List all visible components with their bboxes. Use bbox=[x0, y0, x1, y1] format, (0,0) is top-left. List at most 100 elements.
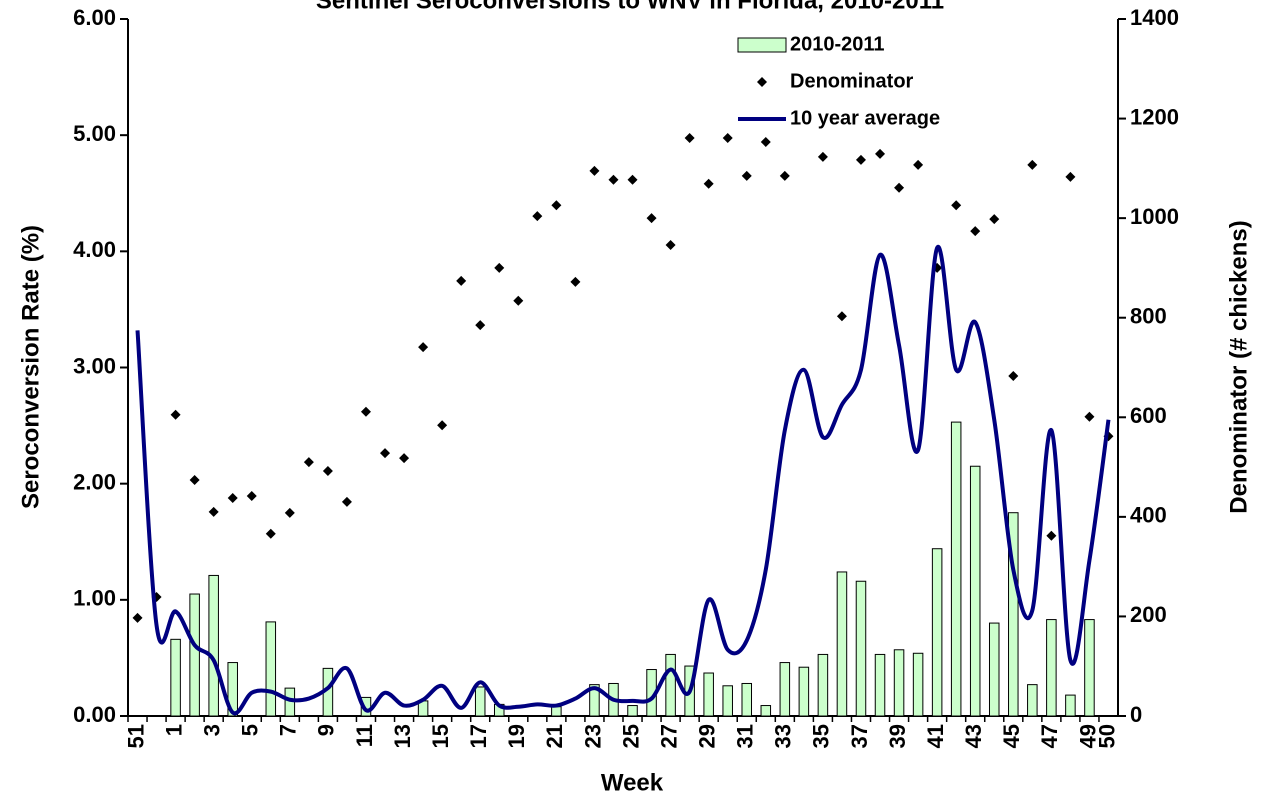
scatter-point bbox=[894, 182, 905, 193]
scatter-point bbox=[189, 475, 200, 486]
bar bbox=[760, 705, 772, 717]
scatter-point bbox=[703, 178, 714, 189]
x-tick-label: 51 bbox=[123, 724, 148, 748]
bar bbox=[665, 653, 676, 717]
scatter-point bbox=[360, 406, 371, 417]
scatter-point bbox=[341, 496, 352, 507]
y-tick-label: 4.00 bbox=[73, 237, 116, 262]
scatter-point bbox=[380, 448, 391, 459]
x-tick-label: 29 bbox=[694, 724, 719, 748]
bar bbox=[703, 672, 714, 717]
bar bbox=[627, 705, 638, 717]
bar bbox=[1027, 684, 1038, 717]
legend-label: Denominator bbox=[790, 70, 914, 92]
scatter-point bbox=[303, 457, 314, 468]
bar bbox=[722, 685, 733, 717]
scatter-point bbox=[456, 275, 467, 286]
y-tick-label: 1.00 bbox=[73, 586, 116, 611]
x-tick-label: 50 bbox=[1094, 724, 1119, 748]
scatter-point bbox=[665, 240, 676, 251]
scatter-point bbox=[170, 409, 181, 420]
scatter-point bbox=[989, 214, 1000, 225]
legend-label: 10 year average bbox=[790, 107, 940, 129]
scatter-point bbox=[532, 211, 543, 222]
y2-tick-label: 400 bbox=[1130, 503, 1167, 528]
scatter-point bbox=[913, 159, 924, 170]
y-tick-label: 5.00 bbox=[73, 121, 116, 146]
x-tick-label: 49 bbox=[1075, 724, 1100, 748]
x-tick-label: 31 bbox=[733, 724, 758, 748]
x-tick-label: 37 bbox=[847, 724, 872, 748]
y-tick-label: 3.00 bbox=[73, 353, 116, 378]
bar bbox=[589, 684, 600, 717]
x-tick-label: 25 bbox=[618, 724, 643, 748]
y2-tick-label: 200 bbox=[1130, 602, 1167, 627]
scatter-point bbox=[817, 151, 828, 162]
scatter-point bbox=[1027, 159, 1038, 170]
scatter-point bbox=[227, 492, 238, 503]
x-tick-label: 11 bbox=[352, 724, 377, 747]
scatter-point bbox=[855, 154, 866, 165]
scatter-point bbox=[1046, 530, 1057, 541]
x-axis-title: Week bbox=[601, 769, 664, 796]
x-tick-label: 1 bbox=[161, 724, 186, 736]
bar bbox=[1084, 619, 1095, 717]
legend-swatch bbox=[737, 37, 787, 53]
legend-label: 2010-2011 bbox=[790, 33, 885, 55]
scatter-point bbox=[284, 507, 295, 518]
bar bbox=[931, 548, 943, 717]
y2-tick-label: 600 bbox=[1130, 403, 1167, 428]
bar bbox=[893, 649, 905, 717]
scatter-point bbox=[418, 342, 429, 353]
scatter-point bbox=[246, 490, 257, 501]
scatter-point bbox=[570, 276, 581, 287]
x-tick-label: 3 bbox=[199, 724, 224, 736]
y2-axis-title: Denominator (# chickens) bbox=[1225, 220, 1252, 513]
bar bbox=[817, 653, 829, 717]
scatter-point bbox=[589, 165, 600, 176]
legend-swatch bbox=[757, 77, 767, 87]
x-tick-label: 23 bbox=[580, 724, 605, 748]
bar bbox=[170, 638, 181, 717]
x-tick-label: 35 bbox=[809, 724, 834, 748]
bar bbox=[1065, 694, 1076, 717]
scatter-point bbox=[608, 174, 619, 185]
scatter-point bbox=[475, 320, 486, 331]
bar bbox=[855, 580, 867, 717]
x-tick-label: 41 bbox=[923, 724, 948, 748]
scatter-point bbox=[513, 295, 524, 306]
bar bbox=[741, 682, 753, 717]
bar bbox=[208, 574, 219, 717]
chart-title: Sentinel Seroconversions to WNV in Flori… bbox=[316, 0, 944, 14]
scatter-point bbox=[1065, 171, 1076, 182]
x-tick-label: 7 bbox=[276, 724, 301, 736]
scatter-point bbox=[322, 466, 333, 477]
scatter-point bbox=[760, 136, 771, 147]
scatter-point bbox=[741, 170, 752, 181]
scatter-point bbox=[437, 420, 448, 431]
x-tick-label: 19 bbox=[504, 724, 529, 748]
scatter-point bbox=[951, 200, 962, 211]
line-series bbox=[135, 245, 1111, 716]
y-tick-label: 0.00 bbox=[73, 702, 116, 727]
bar bbox=[779, 662, 791, 717]
scatter-point bbox=[551, 200, 562, 211]
scatter-point bbox=[208, 506, 219, 517]
bar bbox=[874, 653, 886, 717]
bar bbox=[189, 593, 200, 717]
x-tick-label: 43 bbox=[961, 724, 986, 748]
scatter-point bbox=[399, 453, 410, 464]
bar bbox=[912, 652, 924, 717]
y2-tick-label: 0 bbox=[1130, 702, 1142, 727]
scatter-point bbox=[779, 170, 790, 181]
scatter-point bbox=[627, 174, 638, 185]
y-tick-label: 2.00 bbox=[73, 469, 116, 494]
x-tick-label: 27 bbox=[656, 724, 681, 748]
scatter-point bbox=[970, 226, 981, 237]
bar bbox=[798, 666, 810, 717]
x-tick-label: 9 bbox=[314, 724, 339, 736]
scatter-point bbox=[494, 262, 505, 273]
x-tick-label: 5 bbox=[238, 724, 263, 736]
x-tick-label: 45 bbox=[999, 724, 1024, 748]
